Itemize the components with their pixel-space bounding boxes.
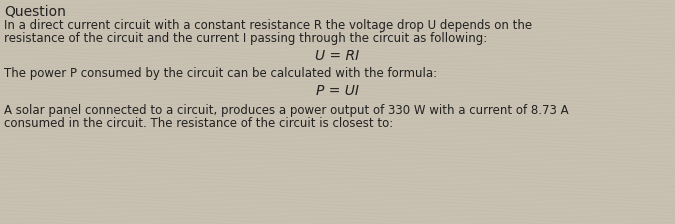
Text: resistance of the circuit and the current I passing through the circuit as follo: resistance of the circuit and the curren… bbox=[4, 32, 487, 45]
Text: consumed in the circuit. The resistance of the circuit is closest to:: consumed in the circuit. The resistance … bbox=[4, 117, 394, 130]
Text: The power P consumed by the circuit can be calculated with the formula:: The power P consumed by the circuit can … bbox=[4, 67, 437, 80]
Text: A solar panel connected to a circuit, produces a power output of 330 W with a cu: A solar panel connected to a circuit, pr… bbox=[4, 104, 568, 117]
Text: Question: Question bbox=[4, 4, 66, 18]
Text: P = UI: P = UI bbox=[315, 84, 358, 98]
Text: In a direct current circuit with a constant resistance R the voltage drop U depe: In a direct current circuit with a const… bbox=[4, 19, 532, 32]
Text: U = RI: U = RI bbox=[315, 49, 359, 63]
